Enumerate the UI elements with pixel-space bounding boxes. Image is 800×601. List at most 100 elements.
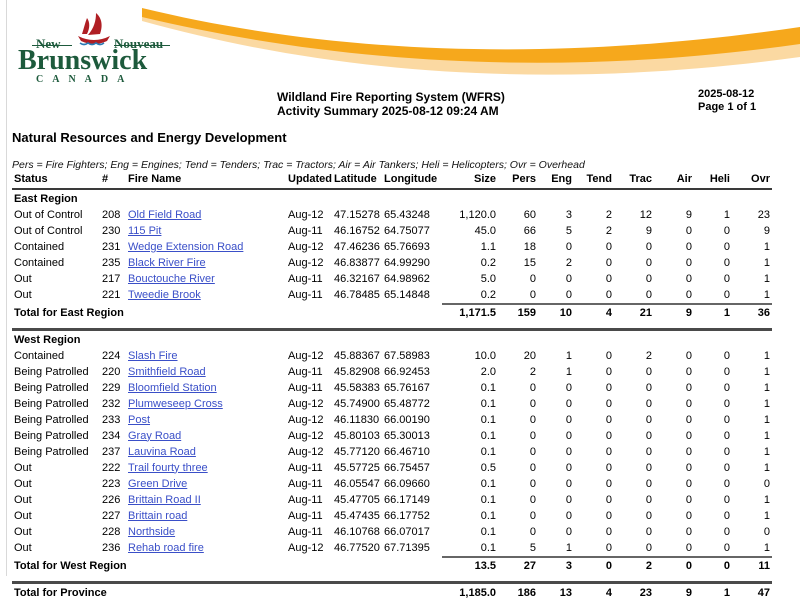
region-header-row: West Region	[12, 331, 772, 348]
fire-name-link[interactable]: Tweedie Brook	[128, 289, 201, 301]
updated-cell: Aug-11	[288, 381, 323, 394]
region-total-tend: 4	[574, 303, 614, 323]
ovr-cell: 9	[763, 224, 770, 237]
pers-cell: 60	[523, 208, 536, 221]
fire-name-cell: Trail fourty three	[126, 460, 286, 476]
logo-word-canada: CANADA	[36, 74, 134, 85]
air-cell: 0	[685, 445, 692, 458]
fire-name-link[interactable]: Gray Road	[128, 429, 182, 442]
heli-cell: 0	[723, 349, 730, 362]
trac-cell: 0	[645, 397, 652, 410]
fire-name-link[interactable]: Smithfield Road	[128, 365, 206, 378]
report-title-line2: Activity Summary 2025-08-12 09:24 AM	[277, 104, 499, 118]
latitude-cell: 47.15278	[334, 208, 380, 221]
region-total-pers: 27	[498, 556, 538, 576]
latitude-cell: 47.46236	[334, 240, 380, 253]
air-cell: 0	[685, 461, 692, 474]
region-total-size: 13.5	[442, 556, 498, 576]
fire-name-link[interactable]: Lauvina Road	[128, 445, 196, 458]
fire-name-link[interactable]: Green Drive	[128, 477, 188, 490]
pers-cell: 0	[529, 445, 536, 458]
province-total-heli: 1	[723, 587, 730, 599]
trac-cell: 0	[645, 413, 652, 426]
report-content: Natural Resources and Energy Development…	[2, 130, 798, 601]
number-cell: 220	[102, 365, 121, 378]
status-cell: Out	[14, 272, 32, 285]
size-cell: 0.1	[480, 429, 496, 442]
region-total-pers: 159	[498, 303, 538, 323]
fire-name-cell: Green Drive	[126, 476, 286, 492]
trac-cell: 0	[645, 493, 652, 506]
updated-cell: Aug-12	[288, 397, 324, 410]
updated-cell: Aug-12	[288, 542, 324, 554]
trac-cell: 0	[645, 541, 652, 554]
longitude-cell: 64.75077	[384, 224, 430, 237]
trac-cell: 0	[645, 272, 652, 285]
air-cell: 0	[685, 272, 692, 285]
fire-name-link[interactable]: Plumweseep Cross	[128, 397, 223, 410]
tend-cell: 0	[605, 541, 612, 554]
table-body: East Region Out of Control 208 Old Field Ro…	[12, 189, 772, 601]
fire-name-link[interactable]: Old Field Road	[128, 208, 202, 221]
latitude-cell: 45.77120	[334, 445, 380, 458]
ovr-cell: 1	[763, 288, 770, 301]
fire-name-link[interactable]: Trail fourty three	[128, 461, 208, 474]
size-cell: 0.2	[480, 256, 496, 269]
fire-name-cell: Wedge Extension Road	[126, 239, 286, 255]
fire-name-link[interactable]: Wedge Extension Road	[128, 240, 244, 253]
updated-cell: Aug-11	[288, 289, 323, 301]
air-cell: 0	[685, 493, 692, 506]
fire-name-link[interactable]: Northside	[128, 525, 176, 538]
fire-name-link[interactable]: 115 Pit	[128, 224, 162, 237]
number-cell: 237	[102, 445, 121, 458]
updated-cell: Aug-11	[288, 477, 323, 490]
number-cell: 224	[102, 349, 121, 362]
province-total-air: 9	[685, 587, 692, 599]
fire-name-link[interactable]: Rehab road fire	[128, 542, 204, 554]
size-cell: 0.1	[480, 413, 496, 426]
fire-name-link[interactable]: Slash Fire	[128, 349, 178, 362]
latitude-cell: 45.80103	[334, 429, 380, 442]
heli-cell: 0	[723, 365, 730, 378]
heli-cell: 0	[723, 445, 730, 458]
pers-cell: 0	[529, 429, 536, 442]
size-cell: 0.2	[480, 288, 496, 301]
pers-cell: 0	[529, 397, 536, 410]
number-cell: 235	[102, 256, 121, 269]
province-total-size: 1,185.0	[459, 587, 496, 599]
heli-cell: 0	[723, 429, 730, 442]
fire-name-link[interactable]: Brittain road	[128, 509, 188, 522]
column-header-latitude: Latitude	[332, 172, 382, 190]
region-total-eng: 3	[538, 556, 574, 576]
fire-name-link[interactable]: Post	[128, 413, 151, 426]
longitude-cell: 66.00190	[384, 413, 430, 426]
fire-name-link[interactable]: Bloomfield Station	[128, 381, 217, 394]
status-cell: Out of Control	[14, 224, 83, 237]
status-cell: Being Patrolled	[14, 397, 89, 410]
tend-cell: 0	[605, 288, 612, 301]
pers-cell: 0	[529, 413, 536, 426]
status-cell: Being Patrolled	[14, 381, 89, 394]
latitude-cell: 46.11830	[334, 413, 380, 426]
tend-cell: 0	[605, 349, 612, 362]
logo-word-nouveau: Nouveau	[114, 36, 164, 51]
logo-word-new: New	[36, 36, 61, 51]
longitude-cell: 67.71395	[384, 542, 430, 554]
logo-rule-left	[32, 45, 72, 46]
number-cell: 232	[102, 397, 121, 410]
air-cell: 0	[685, 349, 692, 362]
fire-name-cell: Bouctouche River	[126, 271, 286, 287]
table-row: Contained 231 Wedge Extension Road Aug-12 47…	[12, 239, 772, 255]
region-total-ovr: 36	[732, 303, 772, 323]
tend-cell: 0	[605, 509, 612, 522]
heli-cell: 0	[723, 224, 730, 237]
fire-name-link[interactable]: Black River Fire	[128, 256, 206, 269]
air-cell: 0	[685, 413, 692, 426]
fire-name-link[interactable]: Brittain Road II	[128, 493, 201, 506]
longitude-cell: 65.14848	[384, 289, 430, 301]
fire-name-link[interactable]: Bouctouche River	[128, 272, 215, 285]
status-cell: Being Patrolled	[14, 413, 89, 426]
fire-name-cell: Slash Fire	[126, 348, 286, 364]
ovr-cell: 0	[763, 477, 770, 490]
latitude-cell: 46.16752	[334, 224, 380, 237]
